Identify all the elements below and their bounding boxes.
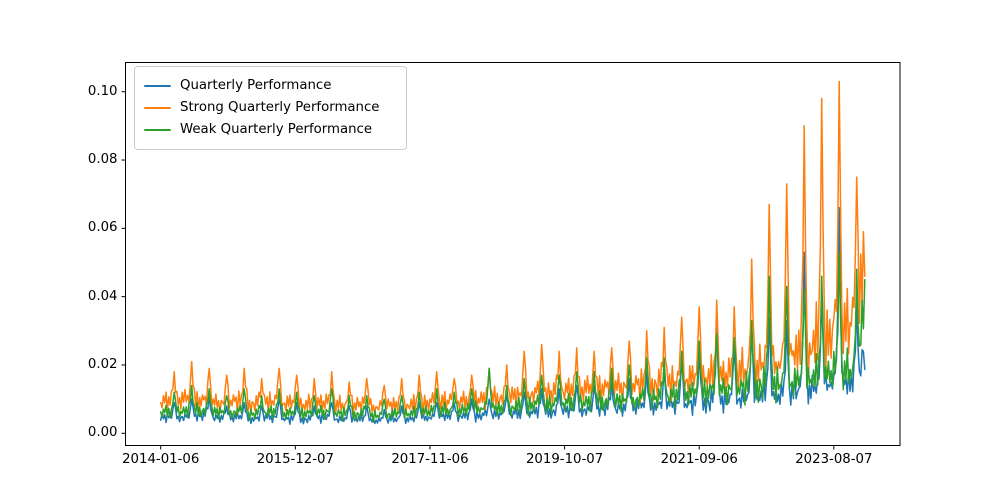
x-tick-label: 2021-09-06 (660, 451, 738, 467)
legend-label: Quarterly Performance (180, 78, 332, 93)
legend: Quarterly Performance Strong Quarterly P… (134, 66, 407, 150)
y-tick-label: 0.10 (87, 83, 118, 99)
y-ticks (121, 91, 126, 434)
legend-label: Weak Quarterly Performance (180, 122, 373, 137)
legend-label: Strong Quarterly Performance (180, 100, 380, 115)
axes-frame (125, 62, 901, 446)
legend-line-swatch (144, 129, 171, 131)
series-line-weak-quarterly-performance (159, 251, 866, 423)
legend-item-strong-quarterly-performance: Strong Quarterly Performance (144, 97, 396, 119)
legend-item-weak-quarterly-performance: Weak Quarterly Performance (144, 119, 396, 141)
x-tick-label: 2014-01-06 (122, 451, 200, 467)
legend-line-swatch (144, 107, 171, 109)
x-tick-label: 2019-10-07 (525, 451, 604, 467)
series-line-quarterly-performance (159, 207, 866, 426)
y-tick-label: 0.08 (87, 152, 118, 168)
legend-item-quarterly-performance: Quarterly Performance (144, 75, 396, 97)
series-line-strong-quarterly-performance (159, 80, 866, 415)
y-tick-label: 0.00 (87, 425, 118, 441)
x-ticks (160, 445, 835, 450)
x-tick-label: 2017-11-06 (391, 451, 469, 467)
x-tick-label: 2015-12-07 (256, 451, 334, 467)
y-tick-label: 0.06 (87, 220, 118, 236)
x-tick-label: 2023-08-07 (795, 451, 873, 467)
legend-line-swatch (144, 85, 171, 87)
y-tick-label: 0.02 (87, 356, 118, 372)
y-tick-label: 0.04 (87, 288, 118, 304)
